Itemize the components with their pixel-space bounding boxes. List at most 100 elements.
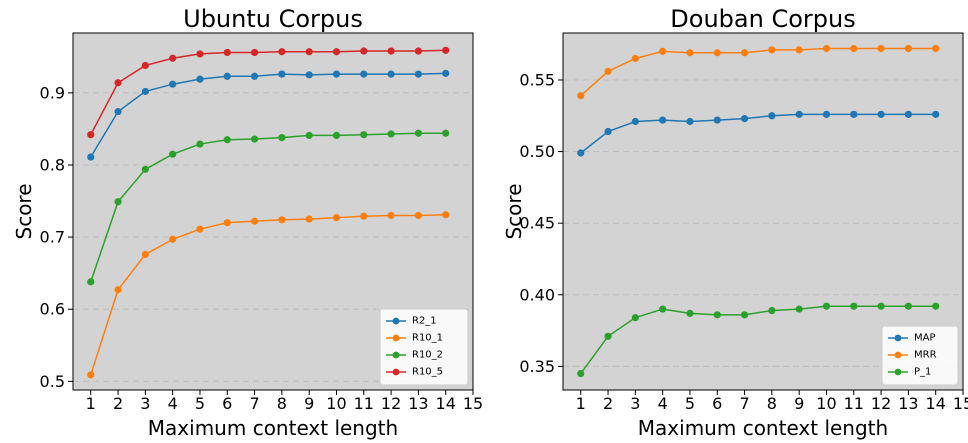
data-point-R2_1 — [87, 153, 95, 161]
data-point-R2_1 — [360, 70, 368, 78]
data-point-MRR — [686, 49, 694, 57]
data-point-MAP — [713, 116, 721, 124]
x-tick-label: 11 — [844, 394, 864, 413]
x-tick-label: 4 — [658, 394, 668, 413]
legend-entry-R10_5: R10_5 — [412, 367, 443, 378]
axes-frame — [72, 32, 474, 391]
x-tick-label: 6 — [712, 394, 722, 413]
y-tick-label: 0.8 — [40, 155, 65, 174]
data-point-R10_5 — [196, 50, 204, 58]
data-point-MRR — [795, 46, 803, 54]
x-axis-label: Maximum context length — [148, 416, 398, 440]
data-point-R10_5 — [360, 47, 368, 55]
data-point-MRR — [877, 44, 885, 53]
series-line-R10_1 — [90, 213, 446, 376]
x-tick-label: 3 — [630, 394, 640, 413]
chart-title: Ubuntu Corpus — [183, 5, 363, 33]
x-tick-label: 10 — [326, 394, 346, 413]
data-point-R2_1 — [414, 70, 422, 78]
data-point-R10_2 — [250, 135, 259, 143]
x-tick-label: 7 — [249, 394, 259, 413]
x-tick-label: 8 — [277, 394, 287, 413]
data-point-R10_1 — [87, 371, 95, 379]
data-point-MRR — [713, 49, 721, 57]
x-tick-label: 15 — [953, 394, 968, 413]
data-point-R2_1 — [141, 87, 149, 96]
y-tick-label: 0.9 — [40, 83, 65, 102]
data-point-MAP — [604, 127, 612, 136]
data-point-R10_5 — [332, 48, 341, 56]
data-point-MRR — [577, 92, 585, 100]
legend-marker — [392, 334, 400, 342]
x-tick-label: 4 — [168, 394, 178, 413]
x-tick-label: 5 — [195, 394, 205, 413]
x-tick-label: 5 — [685, 394, 695, 413]
x-tick-label: 2 — [603, 394, 613, 413]
data-point-R10_1 — [114, 286, 122, 294]
data-point-P_1 — [904, 302, 912, 310]
data-point-MAP — [659, 116, 667, 124]
data-point-R10_2 — [169, 150, 177, 158]
data-point-P_1 — [659, 305, 667, 313]
data-point-P_1 — [604, 332, 612, 340]
data-point-R2_1 — [387, 70, 395, 78]
data-point-P_1 — [850, 302, 858, 310]
x-tick-label: 9 — [304, 394, 314, 413]
y-tick-label: 0.5 — [40, 372, 65, 391]
legend-entry-R10_2: R10_2 — [412, 350, 443, 361]
data-point-R2_1 — [332, 70, 341, 78]
data-point-P_1 — [577, 369, 585, 378]
legend-entry-P_1: P_1 — [914, 367, 931, 378]
x-tick-label: 11 — [354, 394, 374, 413]
data-point-R10_5 — [141, 61, 149, 70]
data-point-MAP — [904, 110, 912, 118]
chart-panel-2: 0.350.400.450.500.551 2 3 4 5 6 7 8 9 10 11 12 13 14 1… — [502, 5, 968, 440]
data-point-MAP — [631, 117, 639, 126]
data-point-R10_5 — [414, 47, 422, 55]
data-point-R2_1 — [250, 72, 259, 80]
data-point-MRR — [740, 49, 749, 57]
data-point-MRR — [604, 67, 612, 75]
data-point-R10_2 — [332, 131, 341, 140]
data-point-R10_1 — [169, 235, 177, 243]
data-point-MAP — [740, 115, 749, 123]
legend-marker — [392, 368, 400, 376]
legend-entry-MRR: MRR — [914, 350, 937, 361]
data-point-R10_1 — [332, 214, 341, 222]
y-tick-label: 0.55 — [519, 70, 555, 89]
x-tick-label: 15 — [463, 394, 483, 413]
x-tick-label: 1 — [86, 394, 96, 413]
y-tick-label: 0.50 — [519, 142, 555, 161]
data-point-R10_1 — [360, 212, 368, 220]
x-tick-label: 14 — [926, 394, 946, 413]
legend-marker — [392, 351, 400, 359]
legend-box — [379, 308, 469, 386]
data-point-MRR — [631, 54, 639, 63]
y-axis-label: Score — [12, 183, 36, 239]
x-axis-label: Maximum context length — [638, 416, 888, 440]
data-point-P_1 — [631, 314, 639, 322]
data-point-R10_5 — [250, 48, 259, 57]
data-point-R10_1 — [250, 217, 259, 225]
data-point-R10_1 — [387, 211, 395, 220]
data-point-MRR — [659, 47, 667, 55]
data-point-R10_2 — [414, 129, 422, 137]
y-tick-label: 0.6 — [40, 300, 65, 319]
data-point-MAP — [795, 110, 803, 118]
x-tick-label: 13 — [408, 394, 428, 413]
data-point-R10_1 — [414, 211, 422, 220]
data-point-MAP — [877, 110, 885, 118]
series-line-MRR — [580, 47, 936, 97]
chart-title: Douban Corpus — [670, 5, 855, 33]
data-point-R10_1 — [196, 225, 204, 233]
data-point-R10_5 — [442, 46, 450, 54]
data-point-R10_2 — [442, 129, 450, 137]
data-point-P_1 — [713, 311, 721, 319]
legend-marker — [894, 351, 902, 359]
data-point-P_1 — [822, 302, 831, 310]
data-point-R10_2 — [305, 131, 313, 140]
series-line-P_1 — [580, 305, 936, 374]
data-point-P_1 — [932, 302, 940, 310]
data-point-R2_1 — [305, 71, 313, 79]
